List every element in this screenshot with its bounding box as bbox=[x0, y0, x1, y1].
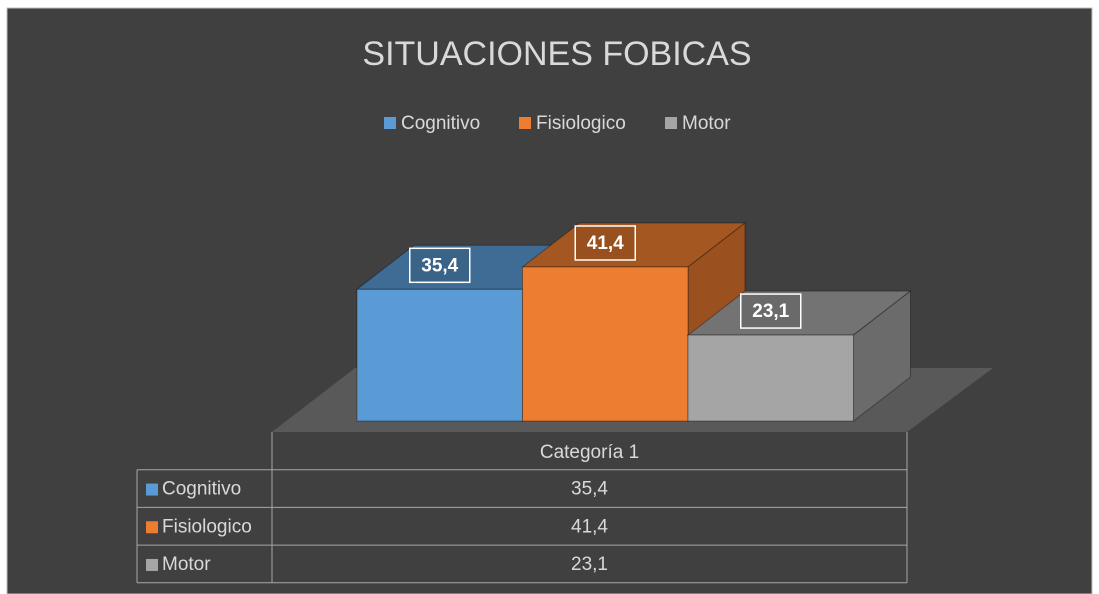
data-label-box bbox=[574, 225, 636, 261]
bar-front bbox=[356, 288, 523, 422]
table-cell: 35,4 bbox=[571, 479, 608, 500]
data-label: 35,4 bbox=[421, 255, 458, 276]
table-cell: 41,4 bbox=[571, 516, 608, 537]
table-row-label: Cognitivo bbox=[162, 479, 241, 500]
bar-top bbox=[688, 291, 911, 336]
data-label-box bbox=[740, 293, 802, 329]
data-label: 23,1 bbox=[752, 301, 789, 322]
table-swatch bbox=[146, 483, 158, 496]
legend-label: Motor bbox=[682, 113, 731, 134]
legend-swatch bbox=[665, 117, 677, 129]
bar-top bbox=[522, 222, 745, 267]
legend-label: Fisiologico bbox=[536, 113, 626, 134]
bar-side bbox=[853, 291, 911, 421]
bar-front bbox=[522, 266, 689, 422]
legend-swatch bbox=[384, 117, 396, 129]
table-header: Categoría 1 bbox=[540, 442, 639, 463]
table-row-label: Motor bbox=[162, 554, 211, 575]
table-swatch bbox=[146, 558, 158, 571]
data-label: 41,4 bbox=[587, 233, 624, 254]
table-swatch bbox=[146, 521, 158, 534]
table-cell: 23,1 bbox=[571, 554, 608, 575]
table-row-label: Fisiologico bbox=[162, 516, 252, 537]
chart-title: SITUACIONES FOBICAS bbox=[362, 35, 751, 73]
bar-front bbox=[687, 334, 854, 422]
legend-label: Cognitivo bbox=[401, 113, 480, 134]
data-label-box bbox=[409, 247, 471, 284]
legend-swatch bbox=[519, 117, 531, 129]
bar bbox=[686, 290, 912, 423]
